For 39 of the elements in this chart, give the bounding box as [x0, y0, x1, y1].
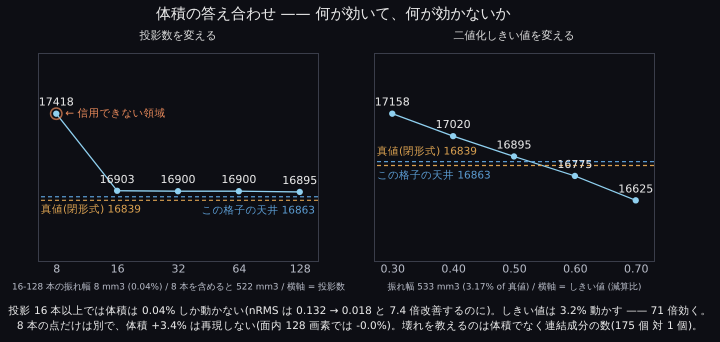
- x-axis-title: 16-128 本の振れ幅 8 mm3 (0.04%) / 8 本を含めると 522 mm3 / 横軸 = 投影数: [12, 282, 346, 292]
- chart-subtitle: 投影数を変える: [138, 29, 216, 42]
- point: [236, 188, 242, 194]
- x-tick-label: 0.60: [563, 262, 588, 276]
- point: [389, 110, 396, 117]
- point: [174, 188, 182, 194]
- point: [510, 153, 518, 160]
- x-tick-label: 0.70: [624, 262, 648, 276]
- annotation: ← 信用できない領域: [65, 106, 166, 120]
- x-tick-label: 0.30: [380, 262, 406, 276]
- text: 投影 16 本以上では体積は 0.04% しか動かない(nRMS は 0.132 → 0.018 と 7.4 倍改善するのに)。しきい値は 3.2% 動かす —— 71 倍効く。: [8, 304, 712, 319]
- chart-subtitle: 二値化しきい値を変える: [454, 29, 574, 42]
- text: 8 本の点だけは別で、体積 +3.4% は再現しない(面内 128 画素では -0.0%)。壊れを教えるのは体積でなく連結成分の数(175 個 対 1 個)。: [16, 319, 704, 334]
- point: [572, 172, 578, 180]
- point: [450, 132, 456, 140]
- data-label: 16895: [496, 138, 532, 152]
- x-tick-label: 0.40: [441, 262, 466, 276]
- data-label: 16900: [221, 173, 256, 186]
- ref-line-label: この格子の天井 16863: [377, 168, 491, 182]
- x-tick-label: 32: [172, 262, 186, 276]
- ref-line-label: この格子の天井 16863: [201, 204, 315, 217]
- point: [632, 197, 639, 204]
- x-tick-label: 16: [110, 262, 125, 276]
- data-label: 16900: [160, 173, 196, 186]
- chart-title: 体積の答え合わせ —— 何が効いて、何が効かないか: [156, 4, 510, 22]
- point: [296, 188, 303, 196]
- data-label: 17020: [436, 118, 471, 132]
- data-label: 17158: [374, 96, 410, 109]
- ref-line-label: 真値(閉形式) 16839: [377, 144, 477, 158]
- x-axis-title: 振れ幅 533 mm3 (3.17% of 真値) / 横軸 = しきい値 (減算比): [388, 282, 642, 292]
- x-tick-label: 64: [232, 262, 246, 276]
- data-label: 16625: [618, 182, 654, 196]
- ref-line-label: 真値(閉形式) 16839: [41, 202, 141, 216]
- x-tick-label: 8: [53, 262, 60, 276]
- data-label: 17418: [38, 96, 74, 109]
- x-tick-label: 0.50: [502, 262, 527, 276]
- x-tick-label: 128: [290, 262, 311, 276]
- point: [114, 188, 120, 194]
- data-label: 16895: [282, 174, 318, 187]
